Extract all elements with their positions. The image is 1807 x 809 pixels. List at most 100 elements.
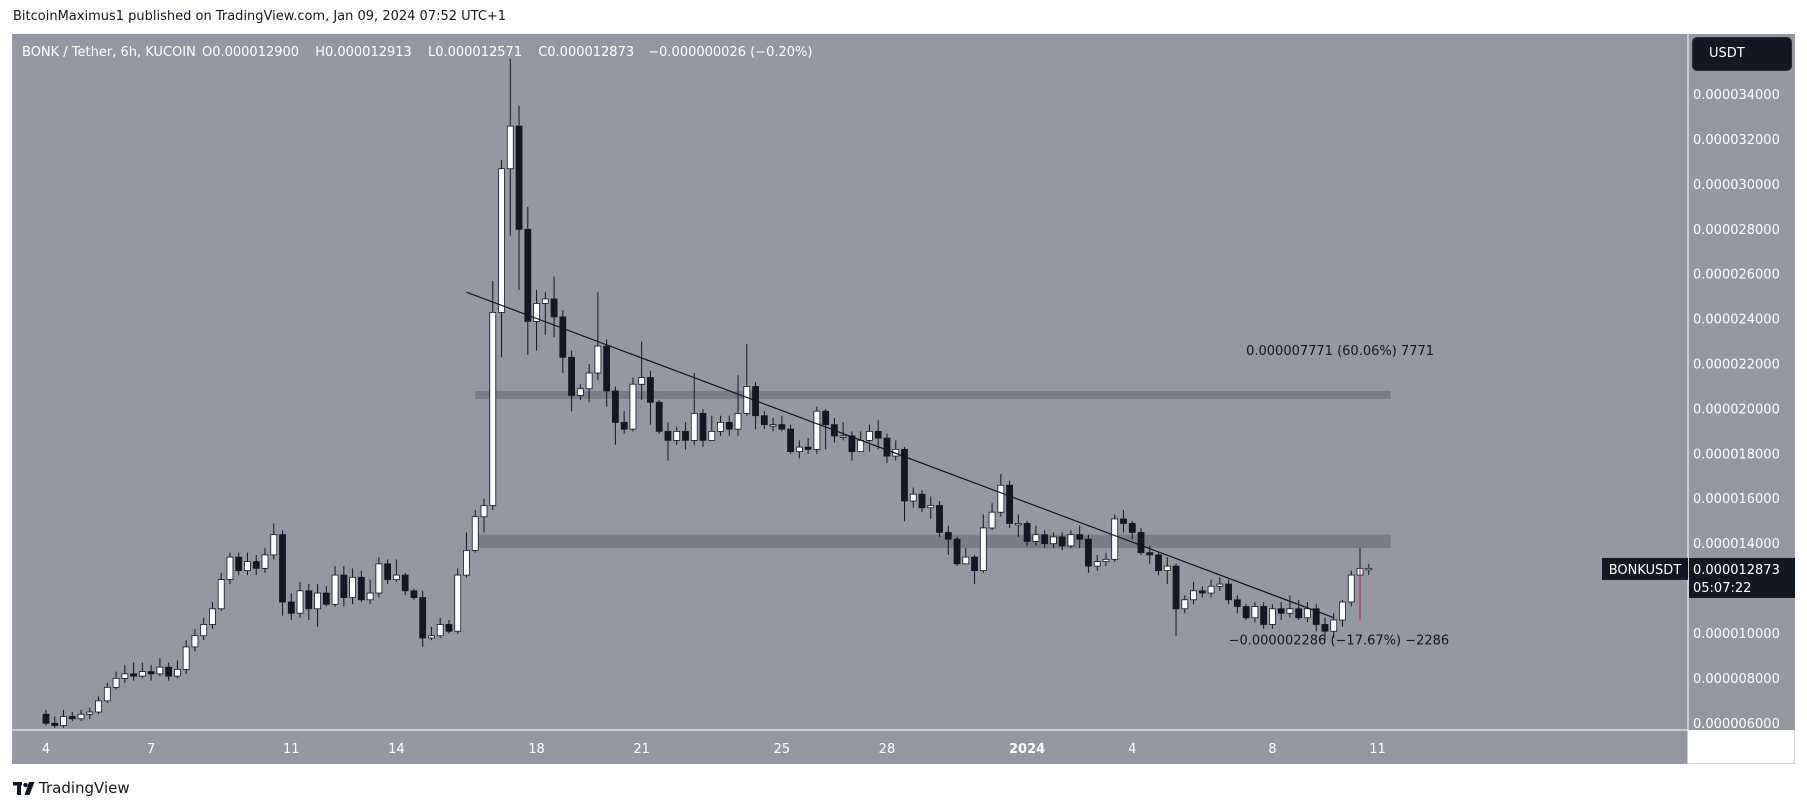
horizontal-zone-0 (475, 390, 1391, 399)
candle (936, 500, 943, 537)
candle (1120, 509, 1127, 533)
price-tick-label: 0.000034000 (1693, 88, 1780, 103)
measure-annotation-0: 0.000007771 (60.06%) 7771 (1246, 344, 1434, 359)
candle (1076, 525, 1084, 549)
tradingview-logo-text: TradingView (39, 779, 130, 797)
candle (60, 709, 67, 728)
candle (795, 440, 803, 459)
candle-body-down (699, 413, 707, 441)
time-tick-label: 4 (1128, 742, 1136, 757)
candle-body-down (1058, 536, 1066, 547)
candle-body-up (638, 377, 646, 385)
candle (357, 570, 365, 603)
candle-body-down (848, 435, 856, 453)
candle (629, 377, 637, 432)
candle-body-up (95, 700, 102, 713)
candle (1286, 595, 1294, 618)
price-axis-background (1688, 34, 1795, 730)
candle-body-up (209, 608, 216, 625)
candle (559, 310, 567, 374)
candle-body-down (1260, 606, 1268, 625)
candle-body-up (533, 303, 540, 322)
candle (524, 206, 532, 356)
candle-body-up (375, 563, 383, 594)
candle (734, 375, 742, 436)
candle (1260, 602, 1268, 629)
candle (1207, 579, 1215, 598)
candle (182, 640, 190, 674)
price-tick-label: 0.000024000 (1693, 313, 1780, 328)
time-tick-label: 11 (283, 742, 300, 757)
candle-body-down (620, 422, 628, 430)
candle (112, 671, 120, 690)
candle-body-up (1050, 536, 1057, 545)
candle-body-down (1198, 590, 1206, 594)
price-tick-label: 0.000022000 (1693, 358, 1780, 373)
candle-body-down (305, 590, 313, 610)
price-tick-label: 0.000030000 (1693, 178, 1780, 193)
candle-body-up (112, 677, 120, 688)
candle-body-up (217, 579, 225, 610)
candle-body-up (471, 516, 479, 551)
candle (743, 343, 751, 416)
candle-body-up (1014, 523, 1022, 526)
time-axis[interactable]: 4 7 11 14 18 21 25 28 2024 4 8 11 (42, 742, 1386, 757)
candle (953, 536, 961, 567)
candle-body-down (1128, 523, 1136, 533)
currency-button[interactable]: USDT (1693, 38, 1791, 70)
symbol-label[interactable]: BONK / Tether, 6h, KUCOIN (22, 45, 196, 60)
price-tick-label: 0.000014000 (1693, 537, 1780, 552)
candle-body-down (1295, 608, 1303, 619)
candle (576, 384, 584, 400)
price-tick-label: 0.000028000 (1693, 223, 1780, 238)
price-axis[interactable]: 0.000006000 0.000008000 0.000010000 0.00001… (1693, 43, 1780, 732)
price-tick-label: 0.000008000 (1693, 672, 1780, 687)
candle-body-down (401, 574, 409, 592)
candle-body-down (1041, 534, 1049, 545)
candle-body-up (585, 372, 593, 390)
candle-body-down (1120, 518, 1127, 524)
candle-body-down (550, 298, 558, 318)
candle-body-down (445, 624, 453, 632)
candle (454, 568, 462, 634)
candle-body-down (1146, 552, 1154, 556)
candle (401, 572, 409, 596)
candle-body-down (874, 430, 882, 439)
candle-body-up (690, 413, 698, 441)
price-tick-label: 0.000006000 (1693, 717, 1780, 732)
candle (489, 280, 497, 510)
candle (664, 422, 672, 461)
candle (1050, 532, 1057, 549)
time-tick-label: 4 (42, 742, 50, 757)
candle (944, 525, 952, 555)
candle (1251, 602, 1259, 623)
candle-body-up (1067, 534, 1075, 547)
candle (384, 559, 392, 585)
candle (226, 552, 234, 585)
candle (480, 498, 488, 533)
candle-body-down (1155, 554, 1162, 571)
horizontal-zone-1 (475, 534, 1391, 549)
time-tick-label: 18 (528, 742, 545, 757)
candle-body-up (1093, 561, 1101, 567)
candle-body-down (936, 505, 943, 533)
candle-body-up (866, 430, 873, 441)
candle-body-down (760, 415, 768, 426)
candle-body-up (1181, 599, 1189, 610)
candle (901, 447, 908, 522)
candle-body-up (1304, 608, 1311, 619)
candle-body-down (603, 345, 611, 392)
price-tick-label: 0.000020000 (1693, 402, 1780, 417)
tradingview-logo: TradingView (13, 779, 130, 797)
candle (1269, 604, 1276, 629)
close-label: C (538, 45, 548, 60)
tradingview-logo-icon (13, 781, 35, 795)
candle-body-up (296, 590, 304, 614)
candle-body-up (349, 576, 357, 598)
candle-body-up (506, 125, 514, 170)
candle (165, 662, 173, 681)
candle-body-up (673, 430, 681, 441)
open-label: O (201, 45, 213, 60)
candle-body-up (156, 666, 164, 675)
